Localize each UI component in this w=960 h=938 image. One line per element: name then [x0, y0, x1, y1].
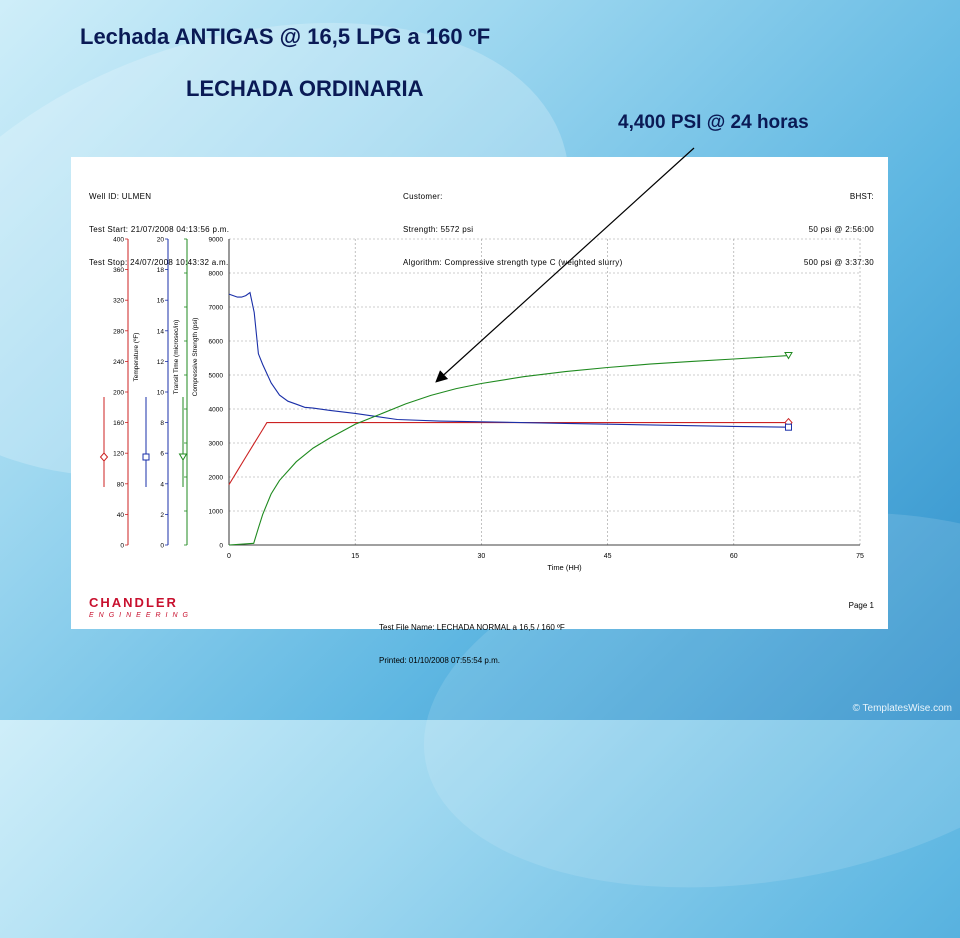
psi-500-time: 500 psi @ 3:37:30 [803, 258, 874, 267]
secondary-axis-label: Compressive Strength (psi) [192, 318, 199, 397]
test-file-name: Test File Name: LECHADA NORMAL a 16,5 / … [379, 623, 565, 632]
x-tick-label: 30 [478, 553, 486, 560]
secondary-axis-label: Temperature (ºF) [133, 333, 140, 382]
main-y-tick-label: 1000 [209, 509, 224, 516]
secondary-y-tick-label: 2 [160, 512, 164, 519]
main-y-tick-label: 8000 [209, 271, 224, 278]
main-y-tick-label: 6000 [209, 339, 224, 346]
customer: Customer: [403, 192, 443, 201]
secondary-y-tick-label: 14 [157, 328, 165, 335]
printed-date: Printed: 01/10/2008 07:55:54 p.m. [379, 656, 500, 665]
secondary-y-tick-label: 40 [117, 512, 125, 519]
algorithm: Algorithm: Compressive strength type C (… [403, 258, 623, 267]
test-stop: Test Stop: 24/07/2008 10:43:32 a.m. [89, 258, 229, 267]
ultrasonic-cement-chart: 0 15 30 45 60 7501000200030004000500060007000… [99, 237, 864, 572]
secondary-y-tick-label: 18 [157, 267, 165, 274]
secondary-y-tick-label: 4 [160, 481, 164, 488]
secondary-y-tick-label: 80 [117, 481, 125, 488]
secondary-y-tick-label: 12 [157, 359, 165, 366]
main-y-tick-label: 4000 [209, 407, 224, 414]
secondary-y-tick-label: 0 [120, 543, 124, 550]
secondary-y-tick-label: 120 [113, 451, 124, 458]
x-axis-label: Time (HH) [547, 563, 582, 572]
legend-marker-transit [142, 453, 150, 461]
x-tick-label: 0 [227, 553, 231, 560]
main-y-tick-label: 3000 [209, 441, 224, 448]
secondary-y-tick-label: 360 [113, 267, 124, 274]
watermark: © TemplatesWise.com [852, 703, 952, 714]
end-marker-transit [784, 423, 792, 431]
main-y-tick-label: 0 [219, 543, 223, 550]
callout-arrow [435, 147, 695, 383]
well-id: Well ID: ULMEN [89, 192, 152, 201]
page-number: Page 1 [848, 601, 874, 610]
x-tick-label: 75 [856, 553, 864, 560]
secondary-axis-label: Transit Time (microsec/in) [173, 320, 180, 395]
header-left: Well ID: ULMEN Test Start: 21/07/2008 04… [89, 169, 229, 290]
header-right: BHST: 50 psi @ 2:56:00 500 psi @ 3:37:30 [804, 169, 874, 290]
end-marker-strength [784, 352, 793, 360]
secondary-y-tick-label: 6 [160, 451, 164, 458]
x-tick-label: 60 [730, 553, 738, 560]
bhst: BHST: [849, 192, 874, 201]
footer-center: Test File Name: LECHADA NORMAL a 16,5 / … [379, 600, 565, 688]
psi-50-time: 50 psi @ 2:56:00 [808, 225, 874, 234]
main-y-tick-label: 9000 [209, 237, 224, 244]
test-report: Well ID: ULMEN Test Start: 21/07/2008 04… [71, 157, 888, 665]
secondary-y-tick-label: 8 [160, 420, 164, 427]
series-line-transit-time [228, 291, 789, 428]
header-center: Customer: Strength: 5572 psi Algorithm: … [403, 169, 623, 290]
strength: Strength: 5572 psi [403, 225, 474, 234]
x-tick-label: 45 [604, 553, 612, 560]
secondary-y-tick-label: 400 [113, 237, 124, 244]
secondary-y-tick-label: 20 [157, 237, 165, 244]
callout-label: 4,400 PSI @ 24 horas [618, 112, 809, 133]
series-line-temperature [228, 422, 789, 485]
legend-marker-strength [178, 453, 188, 461]
chandler-logo: CHANDLER [89, 595, 178, 610]
secondary-y-tick-label: 160 [113, 420, 124, 427]
x-tick-label: 15 [351, 553, 359, 560]
secondary-y-tick-label: 280 [113, 328, 124, 335]
main-y-tick-label: 7000 [209, 305, 224, 312]
secondary-y-tick-label: 320 [113, 298, 124, 305]
legend-marker-temperature [99, 452, 109, 462]
secondary-y-tick-label: 240 [113, 359, 124, 366]
secondary-y-tick-label: 200 [113, 390, 124, 397]
slide-title: Lechada ANTIGAS @ 16,5 LPG a 160 ºF [80, 24, 491, 49]
test-start: Test Start: 21/07/2008 04:13:56 p.m. [89, 225, 230, 234]
series-line-compressive-strength [228, 355, 789, 546]
secondary-y-tick-label: 10 [157, 390, 165, 397]
main-y-tick-label: 2000 [209, 475, 224, 482]
secondary-y-tick-label: 16 [157, 298, 165, 305]
secondary-y-tick-label: 0 [160, 543, 164, 550]
slide-subtitle: LECHADA ORDINARIA [186, 76, 424, 101]
chandler-logo-sub: ENGINEERING [89, 612, 194, 619]
main-y-tick-label: 5000 [209, 373, 224, 380]
